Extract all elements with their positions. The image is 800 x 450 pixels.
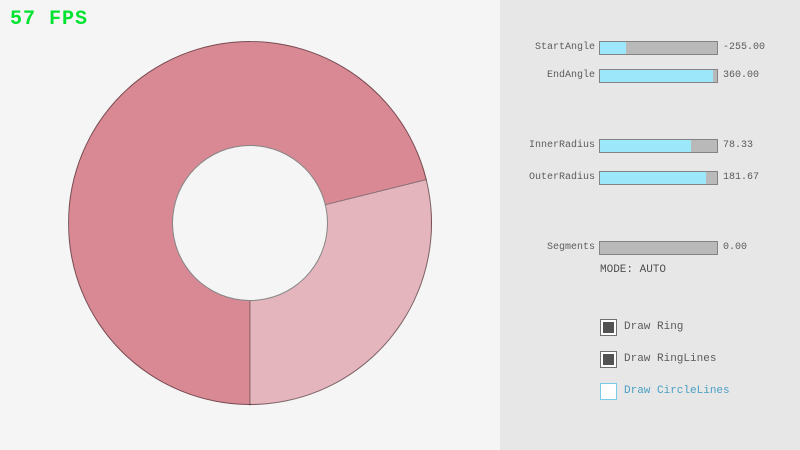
fps-counter: 57 FPS [10, 8, 89, 31]
slider-value: -255.00 [723, 42, 766, 53]
checkbox-box[interactable] [600, 382, 617, 400]
checkbox-label: Draw CircleLines [624, 385, 730, 397]
slider-row-endangle: EndAngle 360.00 [500, 68, 800, 84]
checkmark-fill [603, 353, 614, 365]
slider-fill [600, 70, 714, 82]
slider-value: 78.33 [723, 140, 754, 151]
slider-label: Segments [546, 242, 595, 253]
segments-mode-text: MODE: AUTO [600, 264, 667, 276]
slider-fill [600, 172, 707, 184]
checkbox-draw-ring[interactable]: Draw Ring [600, 318, 683, 336]
slider-fill [600, 140, 692, 152]
endangle-slider[interactable] [599, 69, 718, 83]
slider-label: InnerRadius [528, 140, 595, 151]
slider-label: OuterRadius [528, 172, 595, 183]
checkmark-fill [603, 321, 614, 333]
innerradius-slider[interactable] [599, 139, 718, 153]
checkbox-draw-ringlines[interactable]: Draw RingLines [600, 350, 716, 368]
ring-inner-hole [172, 145, 328, 301]
slider-value: 181.67 [723, 172, 760, 183]
checkbox-box[interactable] [600, 318, 617, 336]
slider-value: 360.00 [723, 70, 760, 81]
slider-label: StartAngle [534, 42, 595, 53]
slider-row-innerradius: InnerRadius 78.33 [500, 138, 800, 154]
slider-row-outerradius: OuterRadius 181.67 [500, 170, 800, 186]
slider-row-startangle: StartAngle -255.00 [500, 40, 800, 56]
outerradius-slider[interactable] [599, 171, 718, 185]
checkmark-fill [603, 386, 614, 397]
segments-slider[interactable] [599, 241, 718, 255]
slider-label: EndAngle [546, 70, 595, 81]
slider-value: 0.00 [723, 242, 748, 253]
checkbox-label: Draw Ring [624, 321, 684, 333]
startangle-slider[interactable] [599, 41, 718, 55]
checkbox-label: Draw RingLines [624, 353, 717, 365]
slider-row-segments: Segments 0.00 [500, 240, 800, 256]
checkbox-draw-circlelines[interactable]: Draw CircleLines [600, 382, 730, 400]
checkbox-box[interactable] [600, 350, 617, 368]
slider-fill [600, 42, 626, 54]
